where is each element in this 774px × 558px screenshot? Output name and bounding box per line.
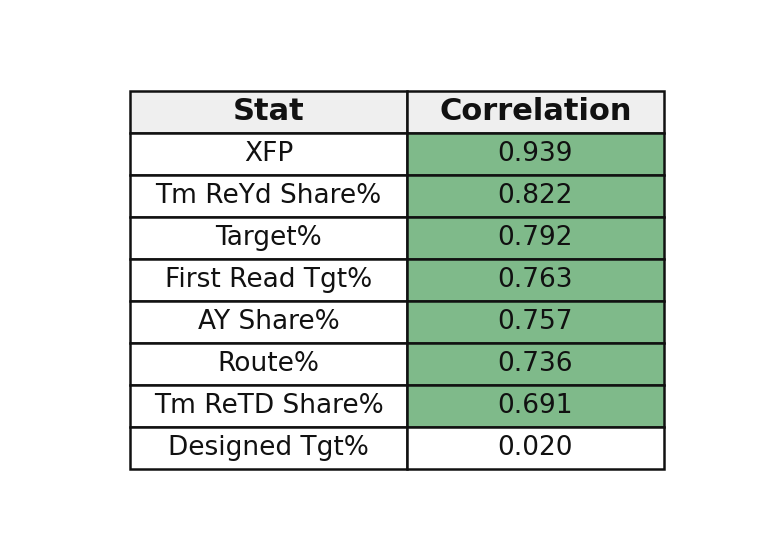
Bar bbox=[407, 90, 663, 133]
Text: Designed Tgt%: Designed Tgt% bbox=[168, 435, 369, 461]
Text: 0.736: 0.736 bbox=[498, 350, 574, 377]
Bar bbox=[130, 175, 407, 217]
Bar bbox=[130, 133, 407, 175]
Text: XFP: XFP bbox=[244, 141, 293, 167]
Bar bbox=[130, 301, 407, 343]
Bar bbox=[130, 217, 407, 259]
Text: Correlation: Correlation bbox=[439, 97, 632, 126]
Text: 0.822: 0.822 bbox=[498, 182, 574, 209]
Text: Route%: Route% bbox=[217, 350, 320, 377]
Text: AY Share%: AY Share% bbox=[197, 309, 340, 335]
Text: 0.792: 0.792 bbox=[498, 225, 574, 251]
Text: First Read Tgt%: First Read Tgt% bbox=[165, 267, 372, 292]
Bar bbox=[130, 343, 407, 384]
Bar bbox=[130, 427, 407, 469]
Text: 0.020: 0.020 bbox=[498, 435, 574, 461]
Text: Stat: Stat bbox=[233, 97, 304, 126]
Bar bbox=[407, 259, 663, 301]
Text: 0.757: 0.757 bbox=[498, 309, 574, 335]
Bar bbox=[407, 175, 663, 217]
Bar bbox=[130, 90, 407, 133]
Text: 0.939: 0.939 bbox=[498, 141, 574, 167]
Text: Tm ReTD Share%: Tm ReTD Share% bbox=[154, 393, 383, 418]
Bar bbox=[407, 384, 663, 427]
Text: 0.763: 0.763 bbox=[498, 267, 574, 292]
Bar bbox=[407, 217, 663, 259]
Bar bbox=[130, 259, 407, 301]
Bar bbox=[407, 301, 663, 343]
Bar bbox=[407, 343, 663, 384]
Bar bbox=[130, 384, 407, 427]
Bar bbox=[407, 133, 663, 175]
Text: Tm ReYd Share%: Tm ReYd Share% bbox=[156, 182, 382, 209]
Bar bbox=[407, 427, 663, 469]
Text: 0.691: 0.691 bbox=[498, 393, 574, 418]
Text: Target%: Target% bbox=[215, 225, 322, 251]
